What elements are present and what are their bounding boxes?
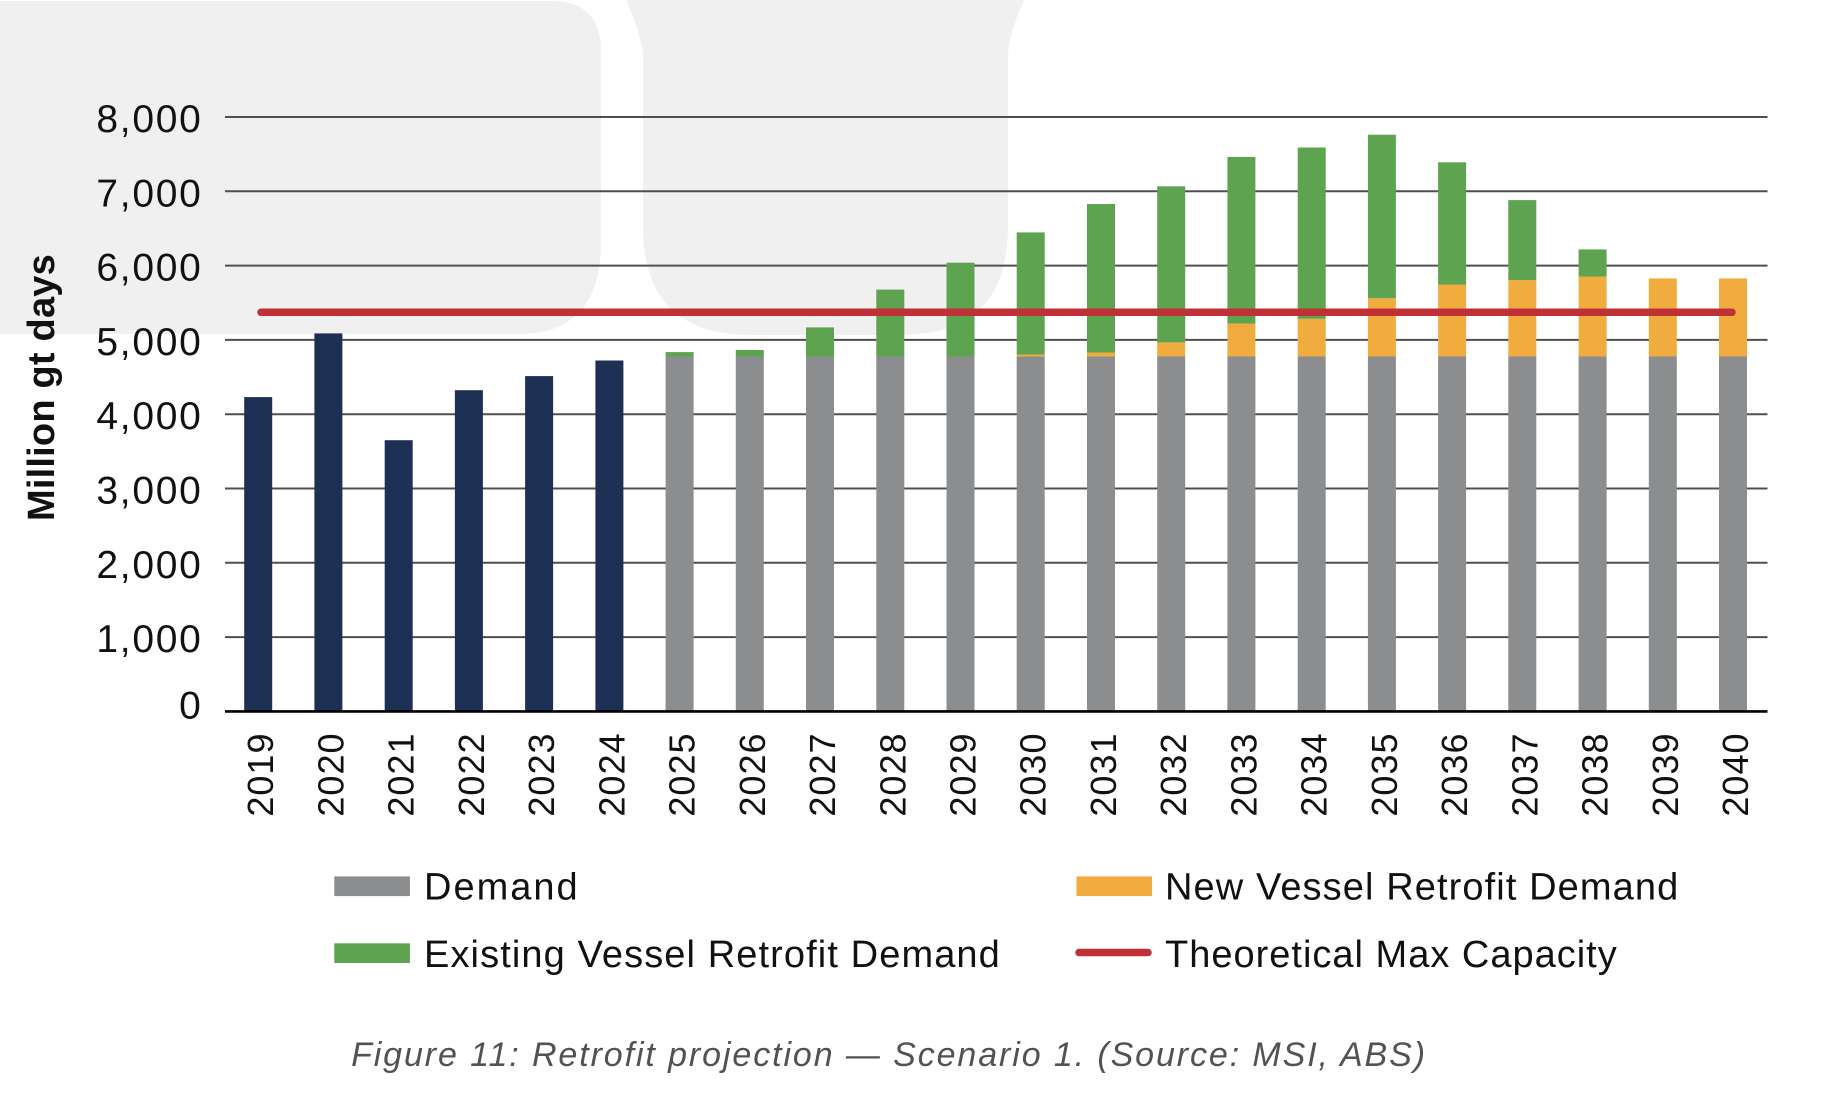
svg-text:2037: 2037 (1504, 733, 1545, 817)
svg-text:2019: 2019 (240, 733, 281, 817)
svg-text:2023: 2023 (521, 733, 562, 817)
svg-text:2029: 2029 (943, 733, 984, 817)
svg-text:2030: 2030 (1013, 733, 1054, 817)
svg-text:2032: 2032 (1153, 733, 1194, 817)
svg-text:2033: 2033 (1223, 733, 1264, 817)
svg-text:2039: 2039 (1645, 733, 1686, 817)
svg-text:2024: 2024 (591, 733, 632, 817)
svg-text:2020: 2020 (310, 733, 351, 817)
svg-text:7,000: 7,000 (96, 172, 202, 215)
svg-text:Existing Vessel Retrofit Deman: Existing Vessel Retrofit Demand (424, 934, 1001, 976)
svg-text:1,000: 1,000 (96, 618, 202, 661)
svg-text:4,000: 4,000 (96, 395, 202, 438)
svg-text:2035: 2035 (1364, 733, 1405, 817)
svg-text:2027: 2027 (802, 733, 843, 817)
svg-text:2034: 2034 (1294, 733, 1335, 817)
svg-text:2026: 2026 (732, 733, 773, 817)
svg-text:2025: 2025 (662, 733, 703, 817)
svg-text:Million gt days: Million gt days (21, 254, 63, 521)
svg-text:2028: 2028 (872, 733, 913, 817)
svg-text:6,000: 6,000 (96, 247, 202, 290)
svg-text:8,000: 8,000 (96, 98, 202, 141)
svg-text:5,000: 5,000 (96, 321, 202, 364)
svg-text:0: 0 (179, 685, 202, 728)
svg-text:2040: 2040 (1715, 733, 1756, 817)
svg-text:New Vessel Retrofit Demand: New Vessel Retrofit Demand (1165, 867, 1679, 909)
svg-text:Figure 11: Retrofit projection: Figure 11: Retrofit projection — Scenari… (351, 1036, 1427, 1074)
svg-text:Demand: Demand (424, 867, 580, 909)
svg-text:2,000: 2,000 (96, 544, 202, 587)
svg-text:2021: 2021 (381, 733, 422, 817)
svg-text:2036: 2036 (1434, 733, 1475, 817)
svg-text:2031: 2031 (1083, 733, 1124, 817)
svg-text:2038: 2038 (1575, 733, 1616, 817)
svg-text:2022: 2022 (451, 733, 492, 817)
svg-text:Theoretical Max Capacity: Theoretical Max Capacity (1165, 934, 1618, 976)
svg-text:3,000: 3,000 (96, 470, 202, 513)
